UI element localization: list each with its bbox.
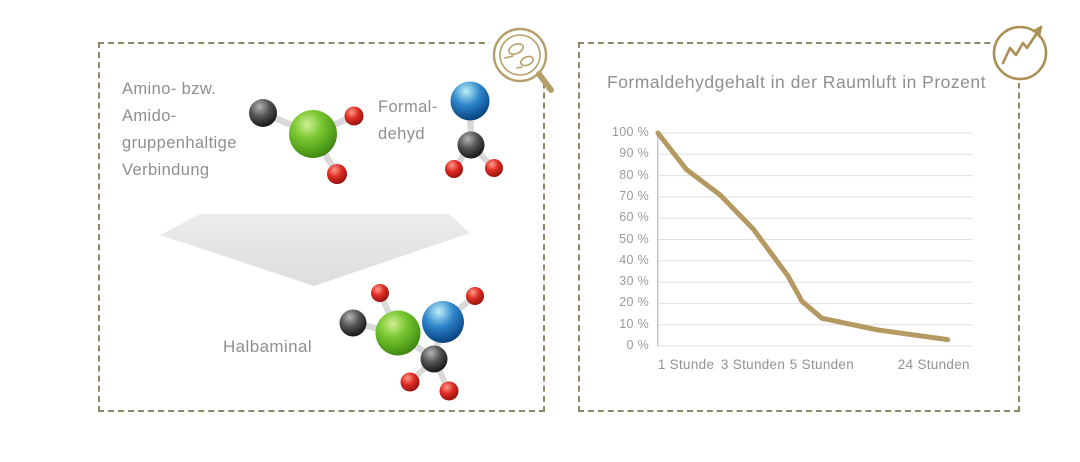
y-axis-label: 100 % <box>612 125 649 139</box>
formaldehyde-label-line: Formal- <box>378 98 438 116</box>
y-axis-label: 90 % <box>619 146 649 161</box>
y-axis-label: 60 % <box>619 210 649 225</box>
formaldehyde-decay-chart <box>655 130 973 347</box>
y-axis-label: 80 % <box>619 167 649 182</box>
y-axis-label: 70 % <box>619 188 649 203</box>
magnifier-with-microbes-icon <box>489 24 554 93</box>
formaldehyde-trend-line <box>655 130 951 343</box>
reactant-label-line: Verbindung <box>122 161 210 179</box>
x-axis-label: 24 Stunden <box>897 357 970 372</box>
x-axis-label: 1 Stunde <box>657 357 715 372</box>
molecule-halbaminal-icon <box>339 284 484 401</box>
reactant-label-line: Amido- <box>122 107 177 125</box>
reactant-label-line: gruppenhaltige <box>122 134 237 152</box>
y-axis-label: 30 % <box>619 274 649 289</box>
x-axis-label: 3 Stunden <box>720 357 786 372</box>
reactant-label-line: Amino- bzw. <box>122 80 217 98</box>
y-axis-label: 50 % <box>619 231 649 246</box>
formaldehyde-label: Formal- dehyd <box>378 94 438 148</box>
x-axis-label: 5 Stunden <box>789 357 855 372</box>
trend-line-circle-icon <box>990 23 1050 83</box>
molecule-amino-compound-icon <box>249 99 364 184</box>
y-axis-label: 10 % <box>619 316 649 331</box>
reactant-label: Amino- bzw. Amido- gruppenhaltige Verbin… <box>122 76 237 184</box>
big-down-arrow <box>160 214 470 286</box>
reaction-diagram-graphic <box>160 81 503 401</box>
reaction-diagram-panel: Amino- bzw. Amido- gruppenhaltige Verbin… <box>98 42 545 412</box>
chart-panel: Formaldehydgehalt in der Raumluft in Pro… <box>578 42 1020 412</box>
chart-title: Formaldehydgehalt in der Raumluft in Pro… <box>607 72 986 92</box>
formaldehyde-label-line: dehyd <box>378 125 425 143</box>
y-axis-label: 40 % <box>619 252 649 267</box>
y-axis-label: 20 % <box>619 295 649 310</box>
product-label: Halbaminal <box>223 337 313 356</box>
y-axis-label: 0 % <box>626 338 649 352</box>
molecule-formaldehyde-icon <box>445 81 503 178</box>
